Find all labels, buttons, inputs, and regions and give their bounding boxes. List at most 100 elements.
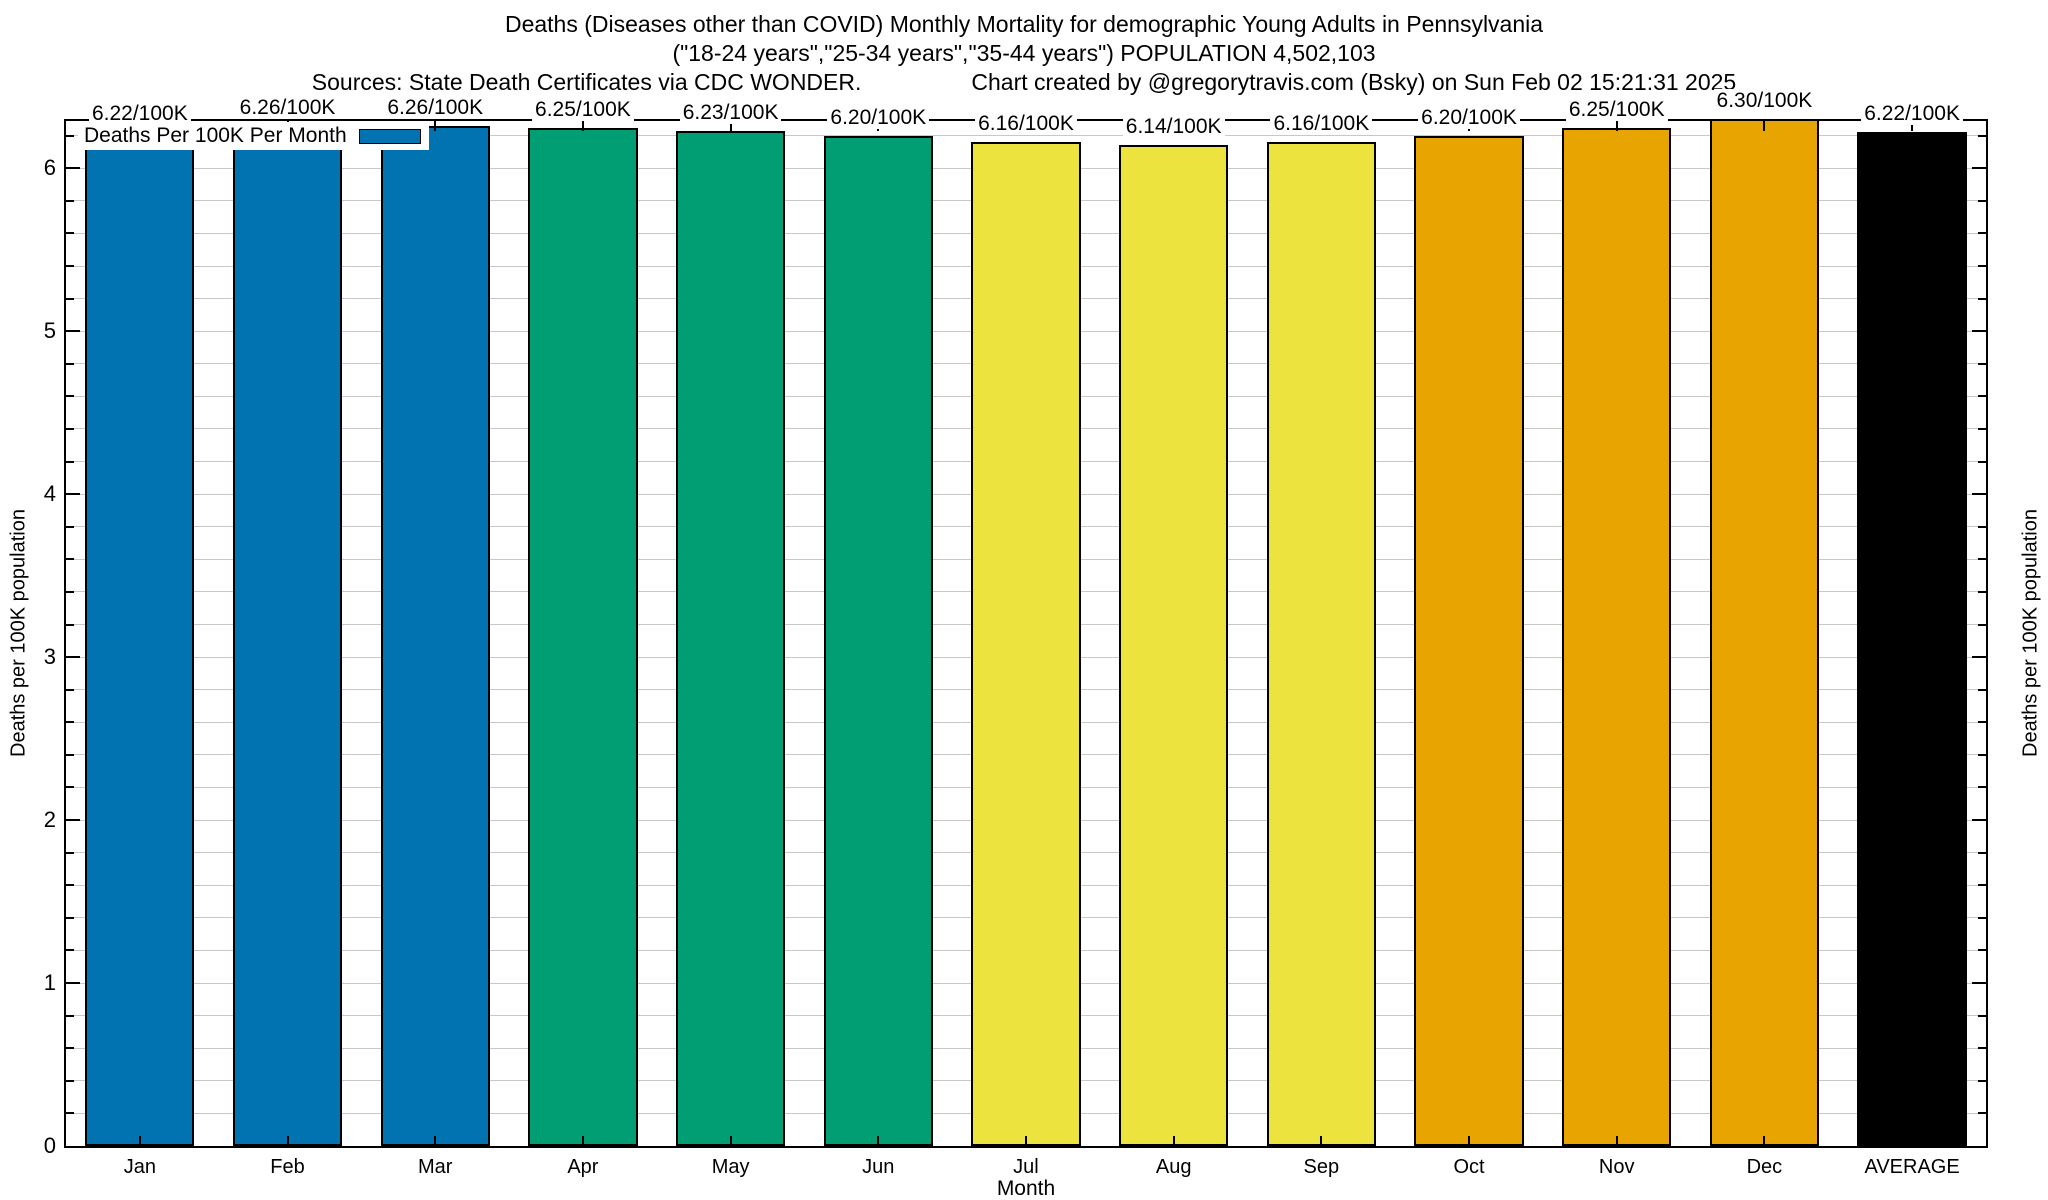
x-tick-mark: [1763, 1136, 1766, 1146]
y-tick-mark: [1978, 721, 1986, 724]
x-tick-mark: [1024, 1136, 1027, 1146]
gridline: [66, 135, 1986, 137]
x-tick-label: May: [711, 1156, 750, 1178]
x-tick-label: Aug: [1155, 1156, 1192, 1178]
bar-slot: 6.30/100K Dec: [1691, 89, 1839, 1178]
bar-value-text: 6.22/100K: [88, 102, 191, 126]
bar: [1119, 145, 1229, 1146]
bar: [675, 130, 786, 1146]
bar-value-text: 6.16/100K: [975, 112, 1077, 136]
bar: [1562, 127, 1672, 1146]
bar-slot: 6.22/100K AVERAGE: [1838, 102, 1986, 1178]
bar: [85, 132, 195, 1146]
legend-label: Deaths Per 100K Per Month: [84, 124, 347, 147]
chart-title: Deaths (Diseases other than COVID) Month…: [504, 11, 1544, 37]
y-tick-mark: [1972, 982, 1986, 985]
y-tick-mark: [66, 265, 74, 268]
x-tick-mark: [729, 1136, 732, 1146]
bar-slot: 6.16/100K Jul: [952, 112, 1100, 1178]
y-tick-mark: [66, 134, 74, 137]
bar-value-text: 6.25/100K: [532, 97, 634, 121]
y-tick-mark: [1978, 949, 1986, 952]
bar-value-text: 6.16/100K: [1270, 112, 1373, 136]
y-tick-mark: [1978, 427, 1986, 430]
x-tick-mark: [1468, 1136, 1471, 1146]
y-tick-mark: [66, 1047, 74, 1050]
bar: [823, 135, 933, 1146]
chart-subtitle: ("18-24 years","25-34 years","35-44 year…: [672, 40, 1376, 66]
bar-value-text: 6.20/100K: [1418, 105, 1520, 129]
x-tick-label: Feb: [270, 1156, 305, 1178]
y-tick-mark: [1978, 884, 1986, 887]
bar: [971, 142, 1081, 1146]
y-tick-mark: [1978, 786, 1986, 789]
y-tick-label: 5: [43, 318, 56, 344]
x-tick-mark: [581, 1136, 584, 1146]
y-tick-mark: [1978, 623, 1986, 626]
y-tick-mark: [66, 232, 74, 235]
bar-slot: 6.26/100K Feb: [214, 95, 362, 1178]
y-tick-mark: [1972, 493, 1986, 496]
bar-value-text: 6.20/100K: [827, 105, 930, 129]
y-tick-mark: [1978, 134, 1986, 137]
x-tick-mark: [1911, 121, 1914, 131]
y-tick-mark: [66, 916, 74, 919]
bar-slot: 6.14/100K Aug: [1100, 115, 1248, 1178]
bar: [1414, 135, 1524, 1146]
bar-value-text: 6.26/100K: [236, 95, 339, 119]
bar: [1857, 132, 1967, 1146]
bar-value-label: 6.20/100K: [1371, 105, 1567, 130]
y-tick-mark: [66, 167, 80, 170]
x-tick-label: Apr: [567, 1156, 599, 1178]
y-tick-mark: [66, 460, 74, 463]
bar-value-text: 6.23/100K: [679, 100, 782, 124]
y-tick-mark: [1978, 525, 1986, 528]
bar: [380, 125, 490, 1146]
chart-credit: Chart created by @gregorytravis.com (Bsk…: [971, 69, 1737, 95]
x-tick-label: Jun: [862, 1156, 895, 1178]
x-tick-label: AVERAGE: [1864, 1156, 1960, 1178]
y-tick-mark: [1978, 916, 1986, 919]
y-tick-mark: [66, 982, 80, 985]
y-tick-mark: [1978, 753, 1986, 756]
y-tick-mark: [66, 525, 74, 528]
legend: Deaths Per 100K Per Month: [78, 122, 429, 150]
bar-slot: 6.23/100K May: [657, 100, 805, 1178]
x-tick-mark: [286, 1136, 289, 1146]
x-tick-mark: [138, 1136, 141, 1146]
y-tick-mark: [1978, 1112, 1986, 1115]
x-tick-label: Mar: [417, 1156, 453, 1178]
y-tick-label: 4: [43, 481, 56, 507]
y-tick-mark: [1978, 460, 1986, 463]
y-tick-mark: [1978, 1047, 1986, 1050]
bar-value-label: 6.26/100K: [190, 95, 386, 120]
y-tick-mark: [66, 688, 74, 691]
y-tick-mark: [1978, 232, 1986, 235]
bar-value-text: 6.25/100K: [1565, 97, 1668, 121]
y-tick-mark: [66, 721, 74, 724]
y-tick-mark: [1978, 395, 1986, 398]
x-tick-mark: [434, 121, 437, 131]
x-tick-mark: [1615, 121, 1618, 131]
plot-area: Deaths Per 100K Per Month 0 1 2 3 4 5 6 6.22/10…: [44, 89, 1988, 1178]
bar-value-label: 6.22/100K: [42, 102, 238, 126]
bar-value-label: 6.16/100K: [1224, 112, 1420, 136]
x-tick-mark: [1172, 1136, 1175, 1146]
y-tick-mark: [1978, 688, 1986, 691]
chart-sources: Sources: State Death Certificates via CD…: [311, 69, 862, 95]
bar-value-text: 6.22/100K: [1861, 102, 1963, 126]
y-tick-mark: [66, 786, 74, 789]
bar-value-label: 6.14/100K: [1076, 115, 1272, 139]
x-tick-mark: [1320, 1136, 1323, 1146]
bar-value-label: 6.26/100K: [337, 95, 533, 120]
x-tick-mark: [1615, 1136, 1618, 1146]
bar-value-label: 6.25/100K: [485, 97, 681, 122]
y-tick-mark: [1978, 1079, 1986, 1082]
y-tick-mark: [66, 493, 80, 496]
y-tick-label: 6: [43, 155, 56, 181]
y-tick-mark: [66, 851, 74, 854]
x-tick-mark: [877, 1136, 880, 1146]
bar-value-label: 6.20/100K: [780, 105, 976, 130]
y-tick-mark: [66, 558, 74, 561]
